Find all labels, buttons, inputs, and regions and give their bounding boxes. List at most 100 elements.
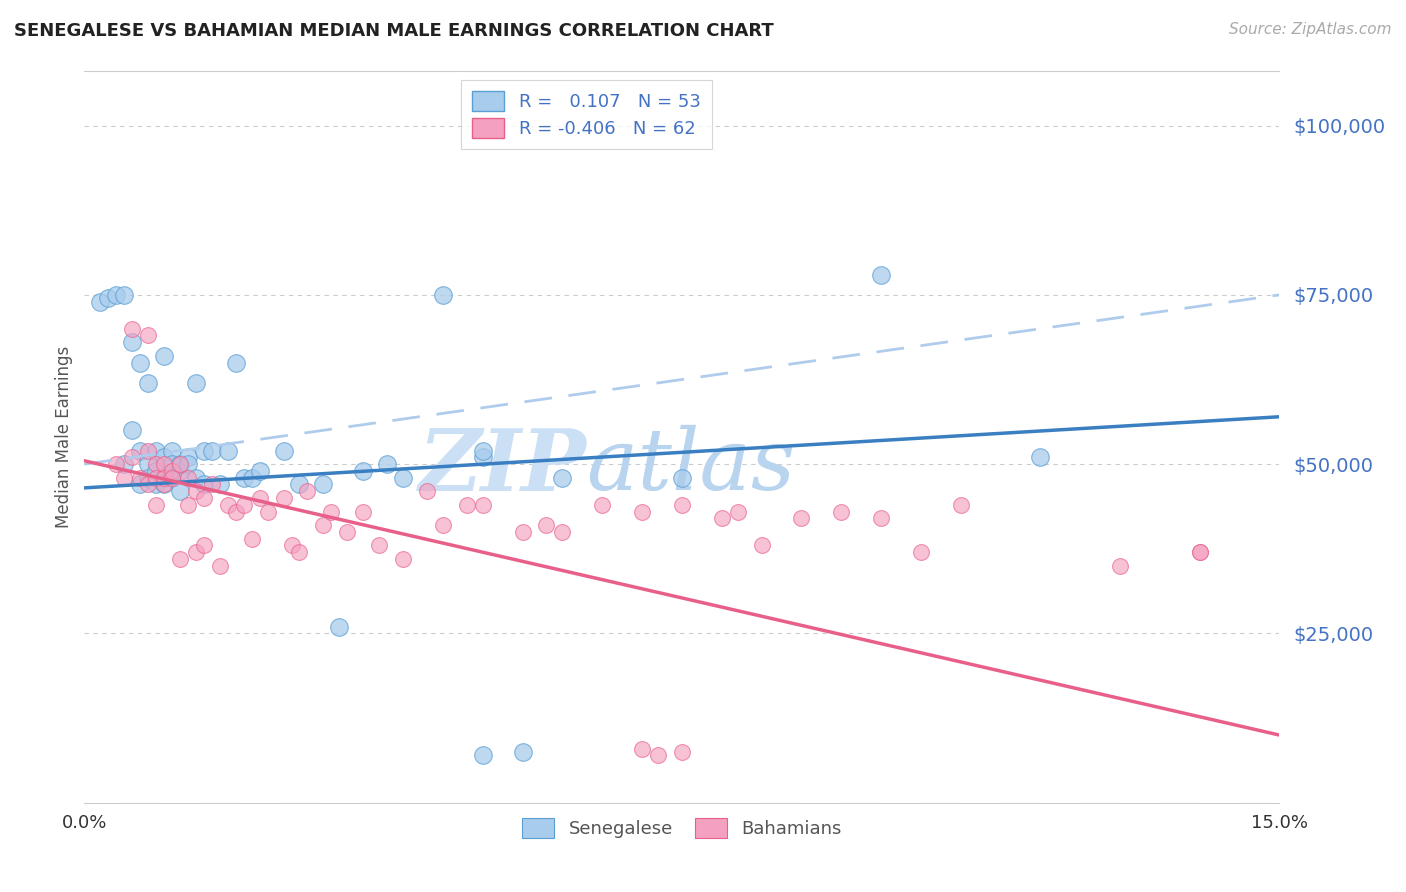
Point: [145, 464, 167, 478]
Point: [153, 477, 176, 491]
Point: [105, 288, 128, 302]
Point: [201, 443, 224, 458]
Point: [136, 443, 159, 458]
Point: [153, 450, 176, 465]
Point: [184, 376, 207, 390]
Point: [153, 477, 176, 491]
Point: [870, 511, 893, 525]
Point: [208, 477, 231, 491]
Point: [249, 464, 271, 478]
Point: [671, 745, 693, 759]
Point: [1188, 545, 1211, 559]
Point: [288, 477, 311, 491]
Point: [790, 511, 813, 525]
Point: [727, 505, 749, 519]
Point: [121, 450, 143, 465]
Point: [232, 471, 254, 485]
Point: [121, 322, 143, 336]
Point: [160, 457, 183, 471]
Point: [121, 335, 143, 350]
Point: [129, 477, 152, 491]
Point: [89, 294, 111, 309]
Point: [1109, 558, 1132, 573]
Point: [217, 443, 239, 458]
Point: [145, 457, 167, 471]
Point: [949, 498, 972, 512]
Point: [432, 518, 454, 533]
Point: [112, 457, 135, 471]
Point: [297, 484, 319, 499]
Point: [193, 538, 215, 552]
Point: [136, 376, 159, 390]
Legend: Senegalese, Bahamians: Senegalese, Bahamians: [515, 811, 849, 845]
Point: [249, 491, 271, 505]
Point: [392, 552, 415, 566]
Point: [105, 457, 128, 471]
Point: [456, 498, 478, 512]
Point: [830, 505, 852, 519]
Point: [136, 457, 159, 471]
Point: [169, 484, 191, 499]
Point: [647, 748, 669, 763]
Point: [153, 457, 176, 471]
Point: [591, 498, 613, 512]
Point: [169, 552, 191, 566]
Point: [97, 291, 120, 305]
Point: [145, 471, 167, 485]
Point: [201, 477, 224, 491]
Point: [184, 471, 207, 485]
Point: [910, 545, 932, 559]
Point: [160, 471, 183, 485]
Point: [177, 498, 200, 512]
Point: [375, 457, 398, 471]
Point: [136, 477, 159, 491]
Point: [328, 620, 350, 634]
Point: [129, 471, 152, 485]
Point: [671, 498, 693, 512]
Point: [512, 524, 534, 539]
Point: [471, 443, 494, 458]
Point: [512, 745, 534, 759]
Point: [870, 268, 893, 282]
Point: [225, 355, 247, 369]
Point: [312, 477, 335, 491]
Text: atlas: atlas: [586, 425, 796, 508]
Point: [160, 471, 183, 485]
Point: [336, 524, 359, 539]
Point: [153, 471, 176, 485]
Point: [432, 288, 454, 302]
Point: [352, 464, 374, 478]
Point: [321, 505, 343, 519]
Point: [240, 471, 263, 485]
Point: [193, 491, 215, 505]
Point: [1029, 450, 1052, 465]
Point: [160, 443, 183, 458]
Point: [631, 505, 654, 519]
Point: [312, 518, 335, 533]
Point: [232, 498, 254, 512]
Point: [710, 511, 733, 525]
Point: [153, 471, 176, 485]
Point: [193, 443, 215, 458]
Point: [208, 558, 231, 573]
Point: [631, 741, 654, 756]
Point: [129, 443, 152, 458]
Point: [416, 484, 439, 499]
Point: [177, 457, 200, 471]
Point: [671, 471, 693, 485]
Point: [280, 538, 302, 552]
Point: [160, 464, 183, 478]
Point: [751, 538, 773, 552]
Point: [177, 471, 200, 485]
Point: [184, 545, 207, 559]
Point: [153, 349, 176, 363]
Point: [471, 450, 494, 465]
Point: [471, 498, 494, 512]
Point: [112, 288, 135, 302]
Point: [256, 505, 278, 519]
Point: [145, 498, 167, 512]
Point: [145, 443, 167, 458]
Point: [184, 484, 207, 499]
Point: [551, 471, 574, 485]
Point: [121, 423, 143, 437]
